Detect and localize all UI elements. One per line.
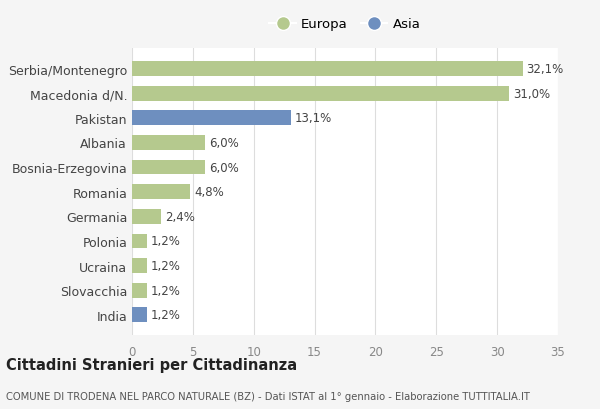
Bar bbox=[132, 258, 146, 273]
Text: 1,2%: 1,2% bbox=[150, 259, 180, 272]
Bar bbox=[132, 160, 205, 175]
Text: 1,2%: 1,2% bbox=[150, 235, 180, 248]
Text: 1,2%: 1,2% bbox=[150, 284, 180, 297]
Text: 32,1%: 32,1% bbox=[526, 63, 563, 76]
Bar bbox=[132, 136, 205, 151]
Bar bbox=[132, 234, 146, 249]
Text: 4,8%: 4,8% bbox=[194, 186, 224, 199]
Legend: Europa, Asia: Europa, Asia bbox=[269, 18, 421, 31]
Text: 13,1%: 13,1% bbox=[295, 112, 332, 125]
Text: COMUNE DI TRODENA NEL PARCO NATURALE (BZ) - Dati ISTAT al 1° gennaio - Elaborazi: COMUNE DI TRODENA NEL PARCO NATURALE (BZ… bbox=[6, 391, 530, 401]
Bar bbox=[132, 209, 161, 224]
Bar bbox=[132, 111, 292, 126]
Bar bbox=[132, 185, 190, 200]
Text: 6,0%: 6,0% bbox=[209, 137, 238, 150]
Text: 31,0%: 31,0% bbox=[513, 88, 550, 101]
Bar bbox=[132, 62, 523, 77]
Text: 6,0%: 6,0% bbox=[209, 161, 238, 174]
Bar bbox=[132, 308, 146, 322]
Text: 1,2%: 1,2% bbox=[150, 308, 180, 321]
Bar bbox=[132, 283, 146, 298]
Text: 2,4%: 2,4% bbox=[165, 210, 195, 223]
Bar bbox=[132, 87, 509, 101]
Text: Cittadini Stranieri per Cittadinanza: Cittadini Stranieri per Cittadinanza bbox=[6, 357, 297, 372]
